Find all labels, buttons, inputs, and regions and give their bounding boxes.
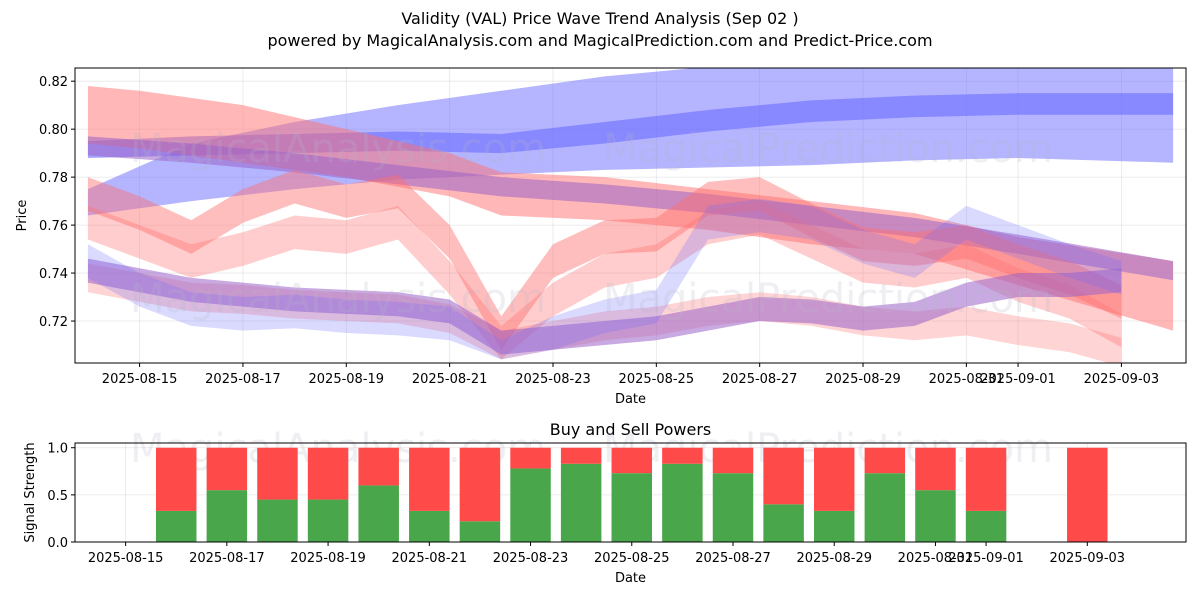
watermark-mid-left: MagicalAnalysis.com	[130, 276, 546, 322]
y-tick-label: 0.5	[47, 489, 68, 504]
buy-bar	[662, 463, 703, 542]
band-red-wave-low	[87, 263, 1122, 363]
x-tick-label: 2025-08-31	[898, 551, 974, 566]
sell-bar	[965, 447, 1007, 511]
powers-chart-title: Buy and Sell Powers	[550, 420, 712, 439]
x-tick-label: 2025-08-17	[189, 551, 265, 566]
sell-bar	[611, 447, 653, 474]
sell-bar	[712, 447, 754, 474]
band-purple-diagonal	[87, 136, 1174, 281]
x-tick-label: 2025-08-29	[796, 551, 872, 566]
sell-bar	[307, 447, 349, 500]
sell-bar	[763, 447, 804, 505]
x-tick-label: 2025-08-25	[594, 551, 670, 566]
sell-bar	[1067, 447, 1108, 542]
buy-bar	[459, 521, 501, 542]
sell-bar	[510, 447, 551, 469]
sell-bar	[459, 447, 501, 522]
y-axis-label: Signal Strength	[23, 442, 38, 542]
x-tick-label: 2025-08-23	[493, 551, 569, 566]
y-tick-label: 0.76	[39, 219, 68, 234]
x-tick-label: 2025-08-19	[309, 372, 385, 387]
band-red-wave-high	[87, 169, 1122, 350]
band-blue-wave	[87, 198, 1122, 360]
band-red-falling-upper	[87, 85, 1174, 331]
price-chart-frame	[74, 67, 1187, 364]
x-tick-label: 2025-09-01	[948, 551, 1024, 566]
buy-bar	[712, 473, 754, 542]
x-tick-label: 2025-08-21	[392, 551, 468, 566]
x-tick-label: 2025-09-03	[1050, 551, 1126, 566]
sell-bar	[206, 447, 248, 491]
watermark-mid-right: MagicalPrediction.com	[603, 276, 1053, 322]
x-tick-label: 2025-08-31	[929, 372, 1005, 387]
sell-bar	[409, 447, 450, 511]
buy-bar	[611, 473, 653, 542]
watermark-top-left: MagicalAnalysis.com	[130, 126, 546, 172]
buy-bar	[358, 485, 399, 542]
buy-bar	[560, 463, 602, 542]
x-tick-label: 2025-08-29	[825, 372, 901, 387]
x-tick-label: 2025-08-15	[102, 372, 178, 387]
band-group	[87, 68, 1174, 363]
x-tick-label: 2025-08-23	[515, 372, 591, 387]
powers-chart-frame	[74, 442, 1187, 543]
y-tick-label: 1.0	[47, 442, 68, 457]
x-tick-label: 2025-09-01	[980, 372, 1056, 387]
sell-bar	[915, 447, 956, 491]
y-tick-label: 0.82	[39, 75, 68, 90]
y-tick-label: 0.74	[39, 267, 68, 282]
x-axis-label: Date	[615, 571, 646, 586]
sell-bar	[257, 447, 298, 500]
band-purple-wave-low	[87, 258, 1122, 355]
sell-bar	[864, 447, 906, 474]
x-tick-label: 2025-08-21	[412, 372, 488, 387]
y-tick-label: 0.72	[39, 315, 68, 330]
x-tick-label: 2025-09-03	[1084, 372, 1160, 387]
x-tick-label: 2025-08-17	[205, 372, 281, 387]
buy-bar	[307, 499, 349, 542]
buy-bar	[864, 473, 906, 542]
x-axis-label: Date	[615, 392, 646, 407]
x-tick-label: 2025-08-15	[88, 551, 164, 566]
buy-bar	[257, 499, 298, 542]
x-tick-label: 2025-08-27	[695, 551, 771, 566]
x-tick-label: 2025-08-19	[290, 551, 366, 566]
sell-bar	[662, 447, 703, 464]
sell-bar	[560, 447, 602, 464]
y-tick-label: 0.80	[39, 123, 68, 138]
y-tick-label: 0.78	[39, 171, 68, 186]
watermark-top-right: MagicalPrediction.com	[603, 126, 1053, 172]
buy-bar	[409, 510, 450, 542]
sell-bar	[813, 447, 855, 511]
y-axis-label: Price	[15, 200, 30, 232]
chart-title: Validity (VAL) Price Wave Trend Analysis…	[401, 9, 799, 28]
buy-bar	[965, 510, 1007, 542]
x-tick-label: 2025-08-25	[619, 372, 695, 387]
buy-bar	[155, 510, 197, 542]
y-tick-label: 0.0	[47, 536, 68, 551]
buy-bar	[510, 468, 551, 542]
band-red-wave-mid	[87, 201, 1122, 360]
x-tick-label: 2025-08-27	[722, 372, 798, 387]
chart-subtitle: powered by MagicalAnalysis.com and Magic…	[267, 31, 933, 50]
sell-bar	[155, 447, 197, 511]
buy-bar	[763, 504, 804, 542]
buy-bar	[813, 510, 855, 542]
sell-bar	[358, 447, 399, 486]
buy-bar	[206, 490, 248, 542]
buy-bar	[915, 490, 956, 542]
